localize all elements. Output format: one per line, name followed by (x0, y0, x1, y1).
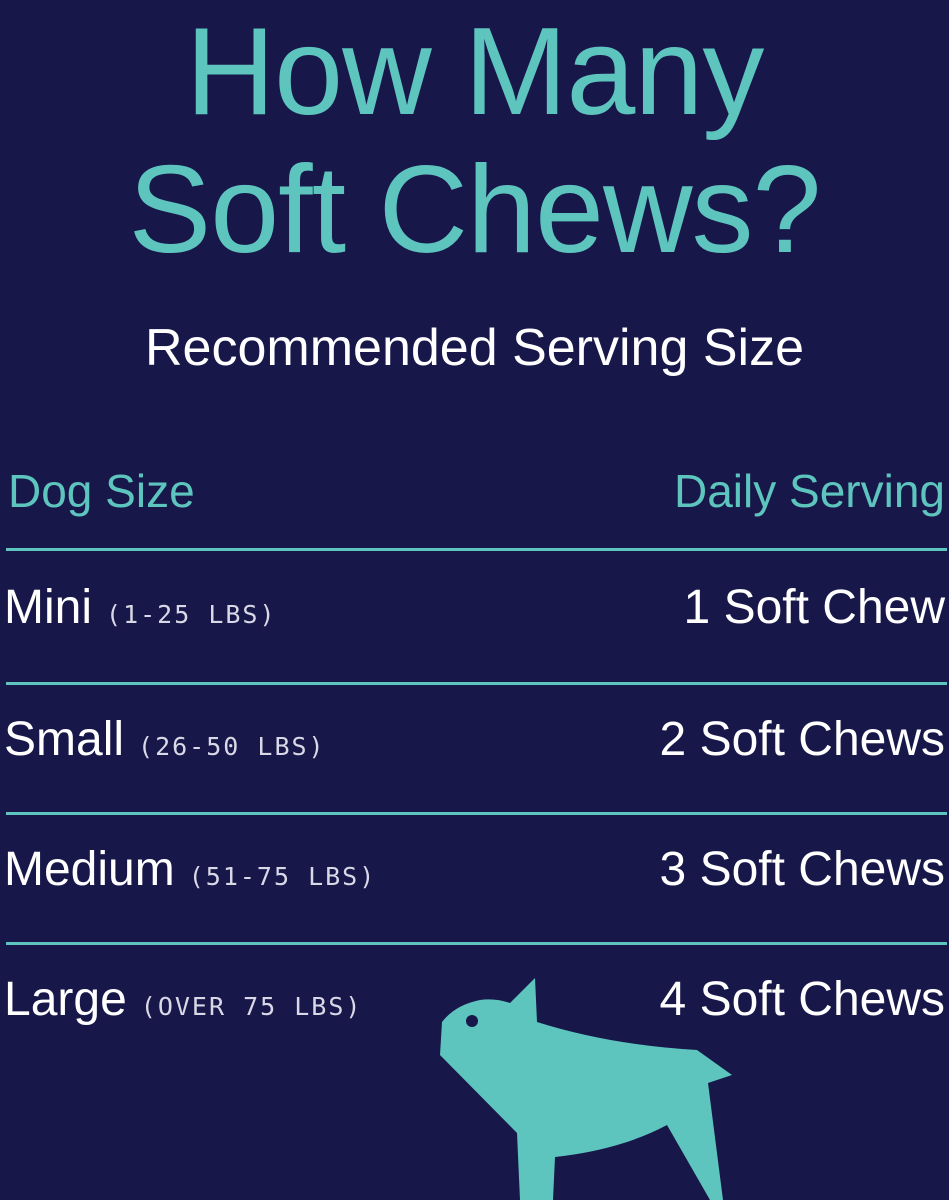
weight-range: (26-50 LBS) (138, 732, 326, 761)
table-row: Large (OVER 75 LBS) 4 Soft Chews (4, 972, 945, 1052)
subtitle: Recommended Serving Size (145, 319, 804, 377)
serving-cell: 2 Soft Chews (659, 713, 945, 766)
table-row: Medium (51-75 LBS) 3 Soft Chews (4, 842, 945, 922)
dog-body (440, 978, 732, 1200)
size-label: Large (4, 973, 127, 1026)
weight-range: (1-25 LBS) (106, 600, 277, 629)
size-label: Mini (4, 581, 93, 634)
table-row: Small (26-50 LBS) 2 Soft Chews (4, 712, 945, 792)
title-line-1: How Many (185, 3, 765, 141)
divider (6, 682, 947, 685)
weight-range: (OVER 75 LBS) (140, 992, 363, 1021)
divider (6, 812, 947, 815)
size-label: Medium (4, 843, 175, 896)
table-row: Mini (1-25 LBS) 1 Soft Chew (4, 580, 945, 660)
dog-size-cell: Small (26-50 LBS) (4, 712, 326, 767)
header-daily-serving: Daily Serving (674, 465, 945, 517)
divider (6, 942, 947, 945)
dog-size-cell: Large (OVER 75 LBS) (4, 972, 362, 1027)
weight-range: (51-75 LBS) (188, 862, 377, 891)
serving-cell: 4 Soft Chews (659, 973, 945, 1026)
size-label: Small (4, 713, 125, 766)
divider (6, 548, 947, 551)
dog-size-cell: Medium (51-75 LBS) (4, 842, 376, 897)
title-line-2: Soft Chews? (128, 141, 821, 279)
dog-eye (466, 1015, 478, 1027)
dog-size-cell: Mini (1-25 LBS) (4, 580, 277, 635)
serving-cell: 3 Soft Chews (659, 843, 945, 896)
serving-cell: 1 Soft Chew (683, 581, 945, 634)
header-dog-size: Dog Size (8, 465, 195, 517)
